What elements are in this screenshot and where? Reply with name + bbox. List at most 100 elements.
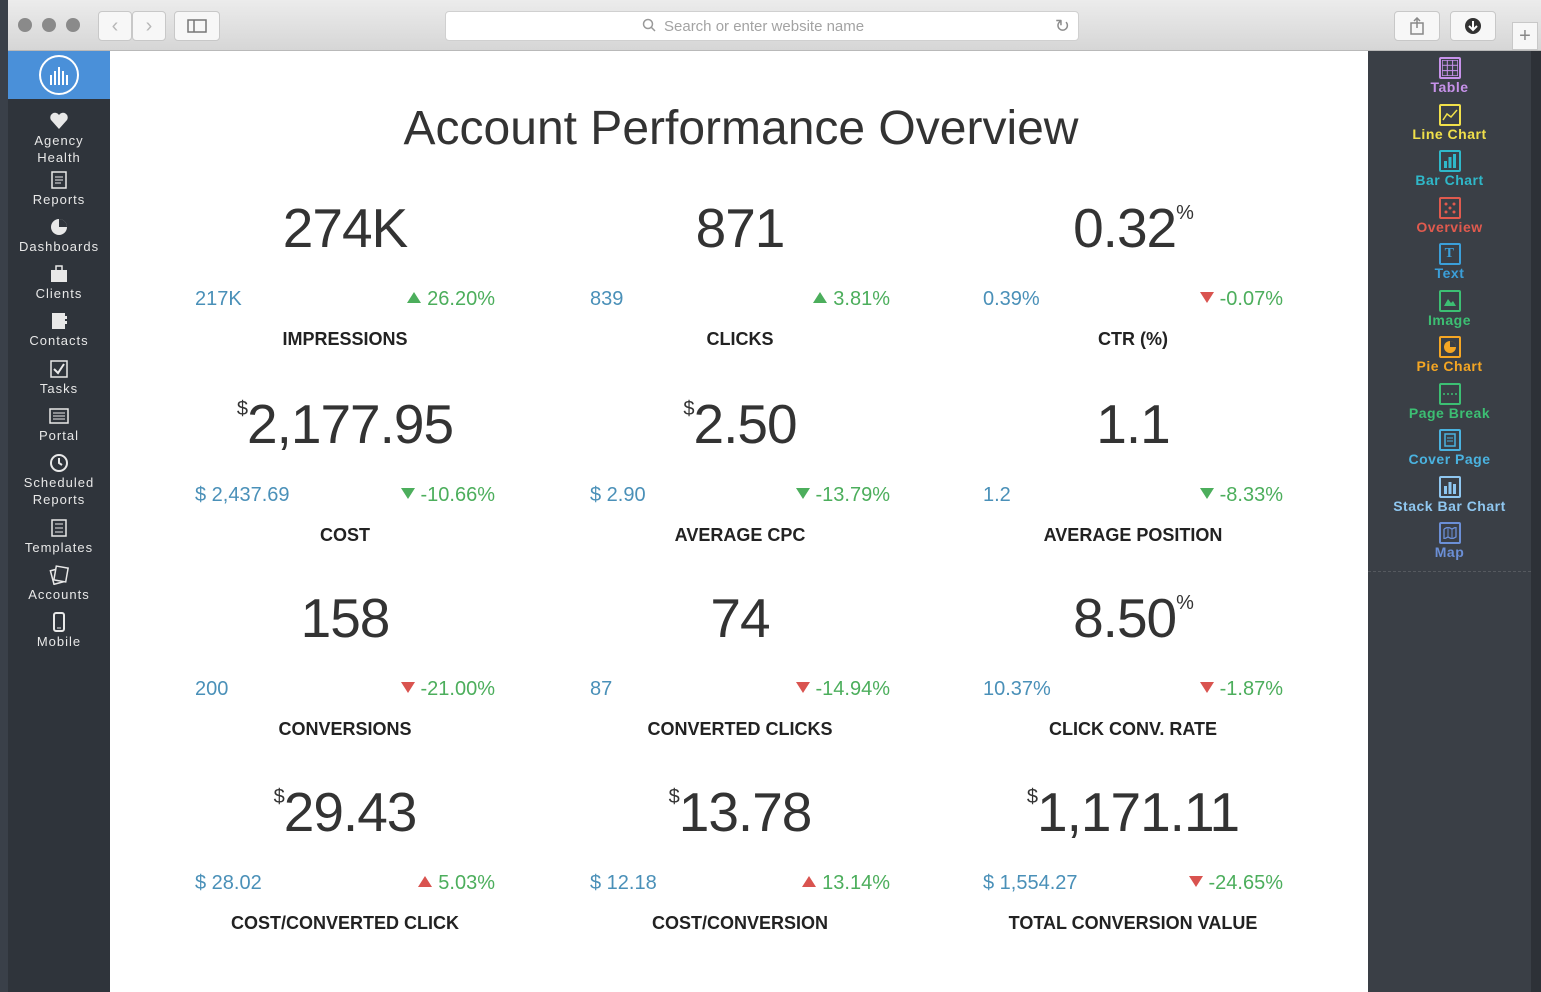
search-icon (642, 18, 656, 32)
metric-label: IMPRESSIONS (282, 329, 408, 349)
metric-value: 74 (590, 586, 890, 650)
scrollbar[interactable] (1531, 51, 1541, 992)
change-percent: 5.03% (438, 872, 495, 894)
checkbox-icon (50, 359, 68, 379)
share-icon (1410, 17, 1424, 35)
metric-value-text: 274K (282, 197, 408, 259)
widget-bar-chart[interactable]: Bar Chart (1368, 150, 1531, 197)
sidebar-item-label: Contacts (29, 333, 89, 348)
widget-page-break[interactable]: Page Break (1368, 382, 1531, 430)
currency-prefix: $ (1026, 786, 1038, 808)
metric-label: CONVERSIONS (278, 719, 412, 739)
sidebar-item-dashboards[interactable]: Dashboards (8, 217, 110, 264)
metric-value-text: 0.32 (1073, 197, 1177, 259)
change-percent: -24.65% (1208, 872, 1284, 894)
currency-prefix: $ (683, 398, 694, 420)
sidebar-item-clients[interactable]: Clients (8, 264, 110, 311)
metric-value-text: 74 (710, 587, 770, 649)
widget-table[interactable]: Table (1368, 57, 1531, 104)
widget-image[interactable]: Image (1368, 289, 1531, 337)
app-logo[interactable] (8, 51, 110, 99)
widget-text[interactable]: T Text (1368, 243, 1531, 290)
sidebar-nav: Agency Health Reports Dashboards Clients Con… (8, 99, 110, 659)
widget-list: Table Line Chart Bar Chart Overview T Text Ima… (1368, 51, 1531, 569)
share-button[interactable] (1394, 11, 1440, 41)
sidebar-item-label: Tasks (39, 381, 79, 396)
metric-label: TOTAL CONVERSION VALUE (1008, 913, 1258, 933)
left-sidebar: Agency Health Reports Dashboards Clients Con… (8, 51, 110, 992)
change-percent: -10.66% (420, 484, 496, 506)
sidebar-item-reports[interactable]: Reports (8, 170, 110, 217)
widget-label: Stack Bar Chart (1393, 497, 1506, 514)
widget-pie-chart[interactable]: Pie Chart (1368, 336, 1531, 383)
forward-button[interactable]: › (132, 11, 166, 41)
contacts-icon (50, 311, 68, 331)
panel-divider (1368, 571, 1531, 572)
metric-label: CTR (%) (1098, 329, 1168, 349)
sidebar-item-portal[interactable]: Portal (8, 406, 110, 453)
sidebar-toggle-button[interactable] (174, 11, 220, 41)
previous-value: $ 1,554.27 (983, 872, 1078, 894)
widget-label: Text (1434, 265, 1465, 281)
widget-stack-bar-chart[interactable]: Stack Bar Chart (1368, 475, 1531, 523)
change-indicator: -21.00% (400, 678, 495, 701)
sidebar-item-label: Reports (32, 192, 86, 207)
metric-label: AVERAGE POSITION (1043, 525, 1223, 545)
sidebar-item-scheduled-reports[interactable]: Scheduled Reports (8, 453, 110, 518)
widget-line-chart[interactable]: Line Chart (1368, 103, 1531, 151)
metric-value: $2,177.95 (195, 392, 495, 456)
heart-icon (49, 111, 69, 131)
sidebar-item-label: Dashboards (19, 239, 100, 254)
new-tab-button[interactable]: + (1512, 22, 1538, 50)
sidebar-item-label: Accounts (28, 587, 90, 602)
previous-value: $ 2,437.69 (195, 484, 290, 506)
metric-label: COST (319, 525, 370, 545)
template-icon (51, 518, 67, 538)
sidebar-item-contacts[interactable]: Contacts (8, 311, 110, 359)
page-break-icon (1438, 382, 1461, 405)
address-bar[interactable]: Search or enter website name ↻ (445, 11, 1079, 41)
triangle-up-icon (407, 292, 422, 304)
metric-value: 0.32% (983, 196, 1283, 260)
download-icon (1465, 18, 1481, 34)
change-percent: 13.14% (822, 872, 890, 894)
downloads-button[interactable] (1450, 11, 1496, 41)
metric-value-text: 2.50 (693, 393, 798, 455)
sidebar-item-label: Templates (24, 540, 94, 555)
sidebar-item-tasks[interactable]: Tasks (8, 359, 110, 406)
change-indicator: -0.07% (1199, 288, 1283, 311)
sidebar-icon (187, 19, 207, 33)
triangle-down-icon (1199, 292, 1214, 304)
widget-overview[interactable]: Overview (1368, 196, 1531, 244)
sidebar-item-label: Clients (35, 286, 83, 301)
sidebar-item-templates[interactable]: Templates (8, 518, 110, 565)
currency-prefix: $ (236, 398, 248, 420)
overview-icon (1438, 196, 1461, 219)
widget-map[interactable]: Map (1368, 522, 1531, 569)
zoom-window-button[interactable] (66, 18, 80, 32)
widget-cover-page[interactable]: Cover Page (1368, 429, 1531, 476)
window-controls (18, 18, 80, 32)
logo-icon (39, 55, 79, 95)
sidebar-item-accounts[interactable]: Accounts (8, 565, 110, 612)
metric-value: $13.78 (590, 780, 890, 844)
metric-value-text: 158 (300, 587, 391, 649)
triangle-down-icon (400, 488, 415, 500)
currency-prefix: $ (668, 786, 680, 808)
sidebar-item-mobile[interactable]: Mobile (8, 612, 110, 659)
change-indicator: -14.94% (795, 678, 890, 701)
widget-label: Pie Chart (1416, 358, 1483, 374)
reload-icon[interactable]: ↻ (1054, 16, 1070, 36)
text-icon: T (1438, 243, 1461, 265)
sidebar-item-agency-health[interactable]: Agency Health (8, 111, 110, 170)
close-window-button[interactable] (18, 18, 32, 32)
back-button[interactable]: ‹ (98, 11, 132, 41)
metric-value-text: 1.1 (1096, 393, 1170, 455)
pie-icon (50, 217, 68, 237)
change-percent: -0.07% (1219, 288, 1283, 310)
change-percent: -13.79% (815, 484, 891, 506)
widget-label: Map (1434, 544, 1465, 560)
change-indicator: -1.87% (1199, 678, 1283, 701)
minimize-window-button[interactable] (42, 18, 56, 32)
chevron-left-icon: ‹ (111, 14, 119, 37)
